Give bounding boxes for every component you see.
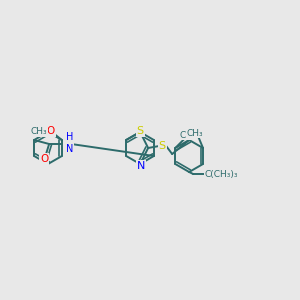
Text: CH₃: CH₃ bbox=[180, 130, 196, 140]
Text: H
N: H N bbox=[66, 132, 74, 154]
Text: S: S bbox=[159, 141, 166, 151]
Text: O: O bbox=[40, 154, 48, 164]
Text: N: N bbox=[137, 161, 145, 171]
Text: CH₃: CH₃ bbox=[187, 128, 203, 137]
Text: C(CH₃)₃: C(CH₃)₃ bbox=[204, 169, 238, 178]
Text: S: S bbox=[136, 126, 144, 136]
Text: O: O bbox=[47, 126, 55, 136]
Text: CH₃: CH₃ bbox=[31, 128, 47, 136]
